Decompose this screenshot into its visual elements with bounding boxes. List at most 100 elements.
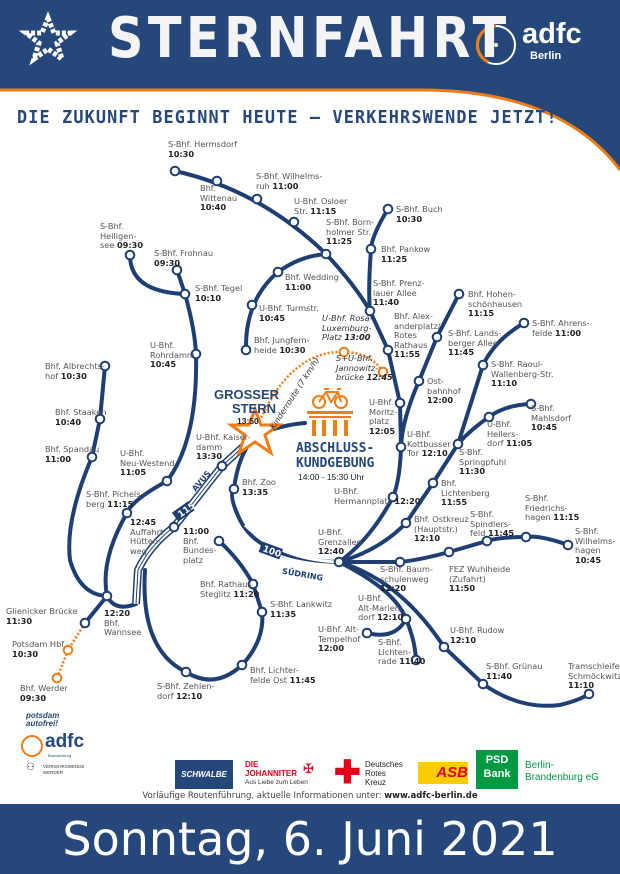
station-label: Bhf. Pankow 11:25 [381, 244, 431, 264]
station-name: U-Bhf. Rudow [450, 625, 505, 635]
station-time: 11:45 [488, 528, 515, 539]
station-label: U-Bhf. Osloer Str. 11:15 [294, 196, 347, 216]
station-time: 10:45 [575, 554, 602, 565]
station-label: S-Bhf. Springpfuhl 11:30 [459, 447, 506, 477]
slogan: DIE ZUKUNFT BEGINNT HEUTE – VERKEHRSWEND… [17, 108, 558, 128]
station-name: S-Bhf. Wilhelms- ruh [256, 171, 323, 191]
station-time: 11:40 [399, 656, 426, 667]
psd-bank-logo: PSD Bank [476, 750, 518, 789]
station-label: S-Bhf. Baum- schulenweg 12:20 [380, 564, 433, 594]
station-name: Tramschleife Schmöckwitz [568, 661, 620, 681]
station-time: 11:10 [568, 680, 595, 691]
station-marker [477, 678, 489, 690]
header-accent-line [0, 88, 620, 171]
footer-note: Vorläufige Routenführung, aktuelle Infor… [0, 791, 620, 801]
station-name: S-Bhf. Raoul- Wallenberg-Str. [491, 359, 554, 379]
road-100-label: 100 [261, 544, 282, 560]
station-marker [179, 288, 191, 300]
station-time: 11:00 [285, 281, 312, 292]
station-marker [94, 413, 106, 425]
road-100-badge [258, 541, 284, 560]
station-label: 11:00 Bhf. Bundes- platz [183, 526, 216, 565]
station-marker [190, 348, 202, 360]
station-label: S-Bhf. Wilhelms- hagen 10:45 [575, 526, 615, 565]
red-cross-icon: ✚ [334, 754, 361, 790]
station-time: 11:15 [107, 498, 134, 509]
station-time: 09:30 [154, 257, 181, 268]
station-marker [427, 477, 439, 489]
station-label: U-Bhf. Kaiser- damm 13:30 [196, 432, 251, 462]
station-name: S-Bhf. Buch [396, 204, 443, 214]
finale-line2: KUNDGEBUNG [296, 456, 375, 471]
station-marker [477, 359, 489, 371]
event-date: Sonntag, 6. Juni 2021 [62, 812, 558, 866]
station-marker [51, 672, 63, 684]
station-label: Bhf. Spandau 11:00 [45, 444, 99, 464]
station-time: 10:10 [195, 292, 222, 303]
station-label: Bhf. Alex- anderplatz/ Rotes Rathaus 11:5… [394, 311, 441, 360]
station-marker [413, 375, 425, 387]
station-name: S-Bhf. Zehlen- dorf [157, 681, 215, 701]
station-time: 11:20 [233, 588, 260, 599]
station-label: U-Bhf. Alt- Tempelhof 12:00 [318, 624, 360, 654]
station-markers [51, 165, 595, 700]
station-name: U-Bhf. Grenzallee [318, 527, 362, 547]
station-name: S-Bhf. Friedrichs- hagen [525, 493, 568, 523]
station-name: Bhf. Pankow [381, 244, 431, 254]
station-time: 11:05 [506, 438, 533, 449]
station-time: 10:30 [12, 648, 39, 659]
station-marker [453, 288, 465, 300]
station-time: 13:30 [196, 451, 223, 462]
station-name: Bhf. Werder [20, 683, 68, 693]
station-time: 11:45 [448, 347, 475, 358]
station-label: Glienicker Brücke 11:30 [6, 606, 78, 626]
station-time: 12:10 [377, 612, 404, 623]
station-time: 12:10 [414, 533, 441, 544]
station-name: U-Bhf. Neu-Westend [120, 448, 175, 468]
station-time: 11:25 [326, 236, 353, 247]
station-time: 11:25 [381, 253, 408, 264]
station-time: 10:40 [200, 202, 227, 213]
station-marker [583, 688, 595, 700]
station-label: 12:20 Bhf. Wannsee [104, 608, 141, 638]
station-label: Bhf. Lichter- felde Ost 11:45 [250, 665, 316, 685]
station-marker [124, 249, 136, 261]
station-marker [438, 641, 450, 653]
adfc-logo-text: adfc [522, 18, 582, 50]
footer-url-link[interactable]: www.adfc-berlin.de [384, 791, 478, 801]
station-label: U-Bhf. Neu-Westend 11:05 [120, 448, 175, 478]
station-time: 10:45 [259, 312, 286, 323]
station-marker [101, 590, 113, 602]
footer-band [0, 705, 620, 874]
station-name: U-Bhf. Turmstr. [259, 303, 319, 313]
station-name: S-Bhf. Frohnau [154, 248, 214, 258]
station-time: 12:00 [318, 643, 345, 654]
route-suedring [230, 434, 341, 564]
station-time: 12:10 [176, 690, 203, 701]
station-time: 12:20 [394, 495, 421, 506]
station-label: Potsdam Hbf 10:30 [12, 639, 64, 659]
station-name: Bhf. Staaken [55, 407, 107, 417]
station-name: S-Bhf. Tegel [195, 283, 243, 293]
station-label: S-Bhf. Mahlsdorf 10:45 [531, 403, 572, 433]
finale-line1: ABSCHLUSS- [296, 441, 375, 456]
station-time: 10:45 [150, 359, 177, 370]
station-time: 12:45 [366, 372, 393, 383]
station-marker [452, 438, 464, 450]
station-label: Bhf. Wedding 11:00 [285, 272, 339, 292]
station-name: Bhf. Albrechts- hof [45, 361, 105, 381]
station-label: S-Bhf. Lands- berger Allee 11:45 [448, 328, 501, 358]
adfc-logo-ring [475, 24, 516, 65]
station-name: S-Bhf. Mahlsdorf [531, 403, 572, 423]
station-name: S-Bhf. Pichels- berg [86, 489, 144, 509]
station-time: 10:30 [279, 344, 306, 355]
station-time: 10:30 [396, 213, 423, 224]
station-name: S+U-Bhf. Jannowitz- brücke [336, 353, 379, 383]
station-time: 11:40 [486, 670, 513, 681]
station-marker [481, 535, 493, 547]
route-glienicke [83, 594, 109, 625]
station-time: 11:55 [441, 497, 468, 508]
station-name: U-Bhf. Rosa- Luxemburg- Platz [322, 313, 373, 343]
station-name: S-Bhf. Baum- schulenweg [380, 564, 433, 584]
